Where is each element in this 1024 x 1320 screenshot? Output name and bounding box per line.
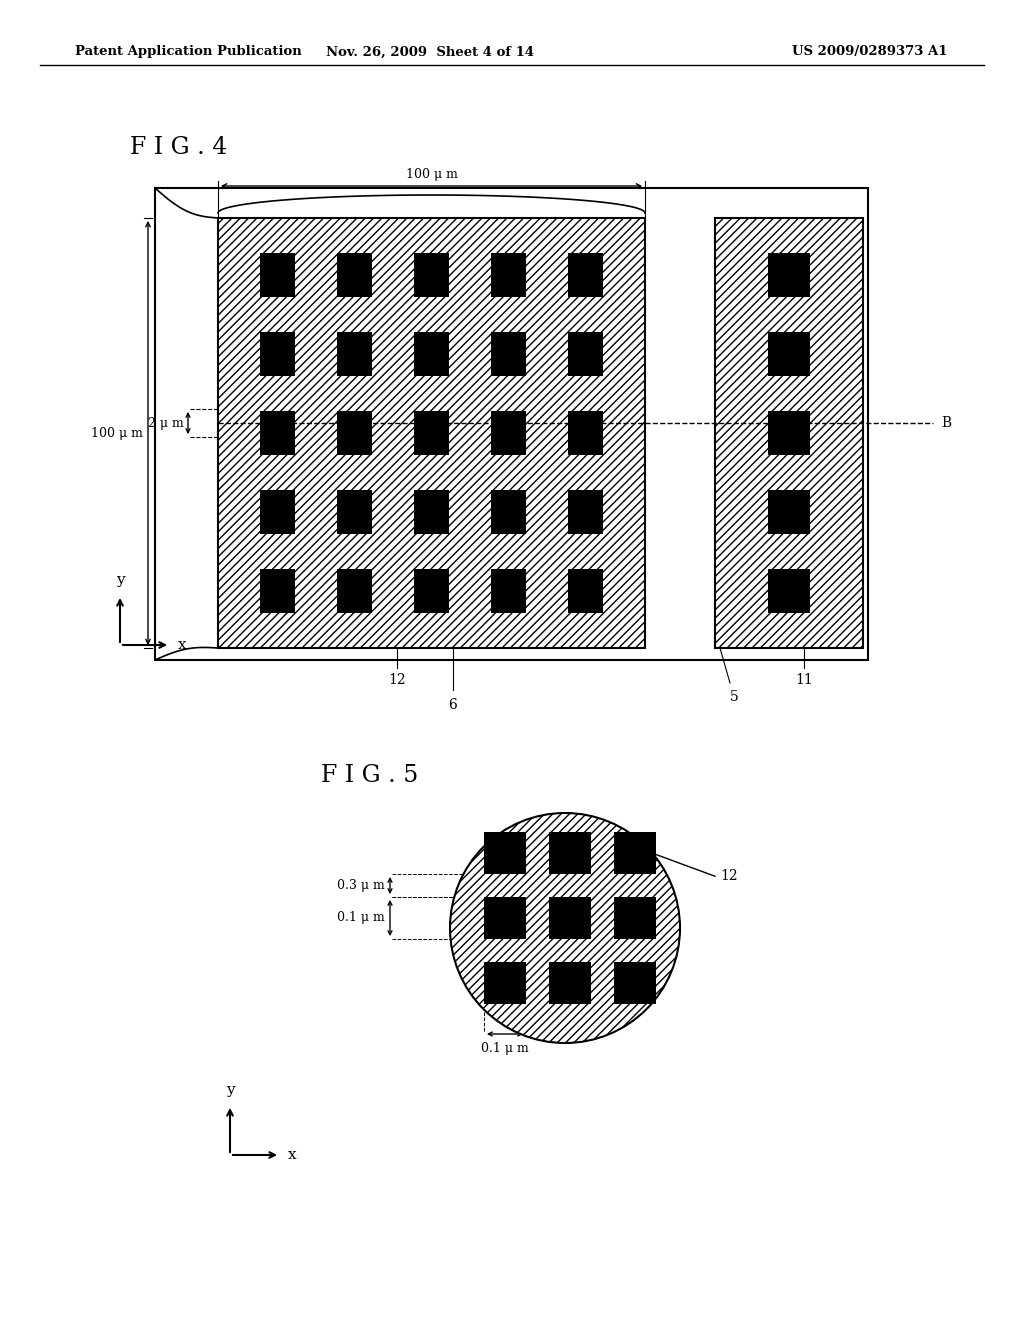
Text: 5: 5	[730, 690, 738, 704]
Bar	[768, 411, 810, 455]
Bar	[337, 490, 372, 535]
Text: 0.3 μ m: 0.3 μ m	[337, 879, 385, 892]
Bar	[568, 569, 603, 612]
Bar	[490, 333, 526, 376]
Text: 11: 11	[795, 673, 813, 686]
Bar	[260, 333, 295, 376]
Text: 0.1 μ m: 0.1 μ m	[481, 1041, 528, 1055]
Bar	[260, 253, 295, 297]
Bar	[337, 253, 372, 297]
Bar	[568, 333, 603, 376]
Bar	[614, 898, 656, 939]
Circle shape	[450, 813, 680, 1043]
Bar	[549, 962, 591, 1005]
Bar	[768, 253, 810, 297]
Text: F I G . 4: F I G . 4	[130, 136, 227, 160]
Bar	[155, 187, 868, 660]
Bar	[484, 832, 526, 874]
Bar	[414, 253, 449, 297]
Bar	[614, 962, 656, 1005]
Text: 2 μ m: 2 μ m	[148, 417, 184, 429]
Text: US 2009/0289373 A1: US 2009/0289373 A1	[793, 45, 948, 58]
Bar	[337, 333, 372, 376]
Bar	[490, 569, 526, 612]
Text: Nov. 26, 2009  Sheet 4 of 14: Nov. 26, 2009 Sheet 4 of 14	[326, 45, 535, 58]
Bar	[260, 411, 295, 455]
Bar	[568, 490, 603, 535]
Text: 12: 12	[720, 870, 737, 883]
Bar	[337, 569, 372, 612]
Text: y: y	[116, 573, 124, 587]
Bar	[414, 333, 449, 376]
Text: B: B	[941, 416, 951, 430]
Bar	[549, 832, 591, 874]
Text: x: x	[178, 638, 186, 652]
Bar	[490, 490, 526, 535]
Bar	[218, 218, 645, 648]
Bar	[768, 569, 810, 612]
Text: 6: 6	[449, 698, 458, 711]
Text: F I G . 5: F I G . 5	[322, 763, 419, 787]
Bar	[414, 569, 449, 612]
Bar	[260, 490, 295, 535]
Text: 100 μ m: 100 μ m	[91, 426, 143, 440]
Bar	[337, 411, 372, 455]
Bar	[568, 411, 603, 455]
Bar	[768, 490, 810, 535]
Bar	[614, 832, 656, 874]
Bar	[768, 333, 810, 376]
Bar	[484, 962, 526, 1005]
Bar	[490, 411, 526, 455]
Bar	[260, 569, 295, 612]
Bar	[414, 490, 449, 535]
Text: 100 μ m: 100 μ m	[406, 168, 458, 181]
Text: 0.1 μ m: 0.1 μ m	[337, 912, 385, 924]
Text: 12: 12	[388, 673, 407, 686]
Bar	[414, 411, 449, 455]
Text: Patent Application Publication: Patent Application Publication	[75, 45, 302, 58]
Bar	[484, 898, 526, 939]
Text: x: x	[288, 1148, 297, 1162]
Bar	[568, 253, 603, 297]
Text: y: y	[225, 1082, 234, 1097]
Text: B: B	[435, 412, 444, 425]
Bar	[549, 898, 591, 939]
Bar	[490, 253, 526, 297]
Bar	[715, 218, 863, 648]
